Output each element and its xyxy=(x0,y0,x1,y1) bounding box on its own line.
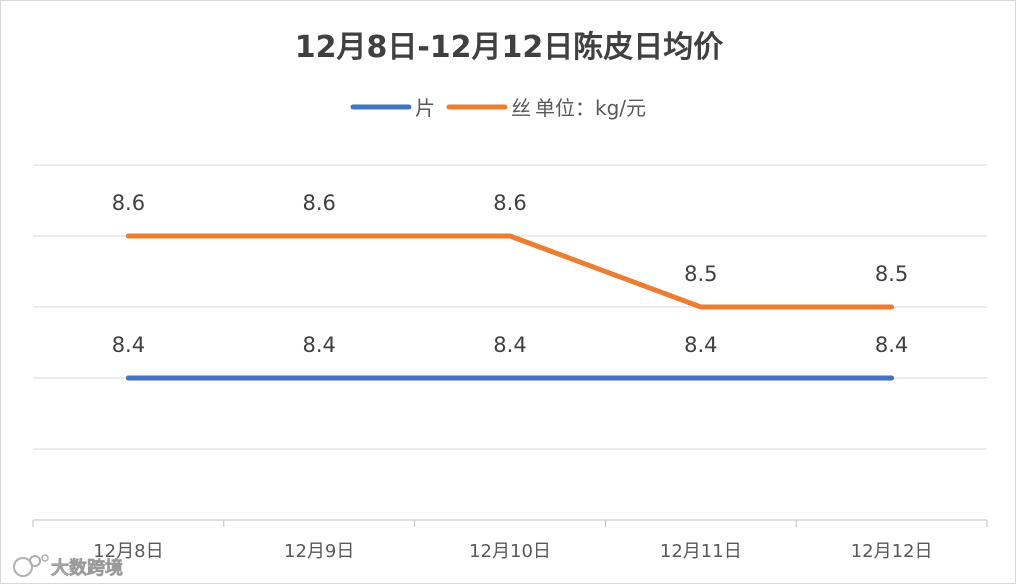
data-label: 8.4 xyxy=(112,333,145,357)
x-axis: 12月8日 12月9日 12月10日 12月11日 12月12日 xyxy=(32,519,988,562)
legend-unit-note: 单位：kg/元 xyxy=(535,96,646,120)
data-label: 8.6 xyxy=(302,191,335,215)
data-label: 8.4 xyxy=(493,333,526,357)
watermark-text: 大数跨境 xyxy=(51,557,123,579)
data-label: 8.4 xyxy=(302,333,335,357)
data-label: 8.5 xyxy=(684,262,717,286)
data-label: 8.5 xyxy=(875,262,908,286)
legend: 片 丝单位：kg/元 xyxy=(350,96,646,120)
legend-label: 片 xyxy=(415,96,435,120)
series-layer xyxy=(125,233,895,381)
series-line xyxy=(125,233,895,310)
data-label: 8.4 xyxy=(875,333,908,357)
data-label: 8.4 xyxy=(684,333,717,357)
data-label: 8.6 xyxy=(493,191,526,215)
data-labels: 8.4 8.4 8.4 8.4 8.4 8.6 8.6 8.6 8.5 8.5 xyxy=(112,191,909,357)
x-tick-label: 12月8日 xyxy=(93,541,163,562)
x-tick-label: 12月12日 xyxy=(851,541,933,562)
legend-label: 丝 xyxy=(511,96,531,120)
x-tick-label: 12月9日 xyxy=(284,541,354,562)
watermark-logo-icon xyxy=(13,554,49,577)
x-tick-label: 12月11日 xyxy=(660,541,742,562)
data-label: 8.6 xyxy=(112,191,145,215)
x-tick-label: 12月10日 xyxy=(469,541,551,562)
watermark: 大数跨境 xyxy=(13,554,123,579)
chart-title: 12月8日-12月12日陈皮日均价 xyxy=(295,30,724,65)
